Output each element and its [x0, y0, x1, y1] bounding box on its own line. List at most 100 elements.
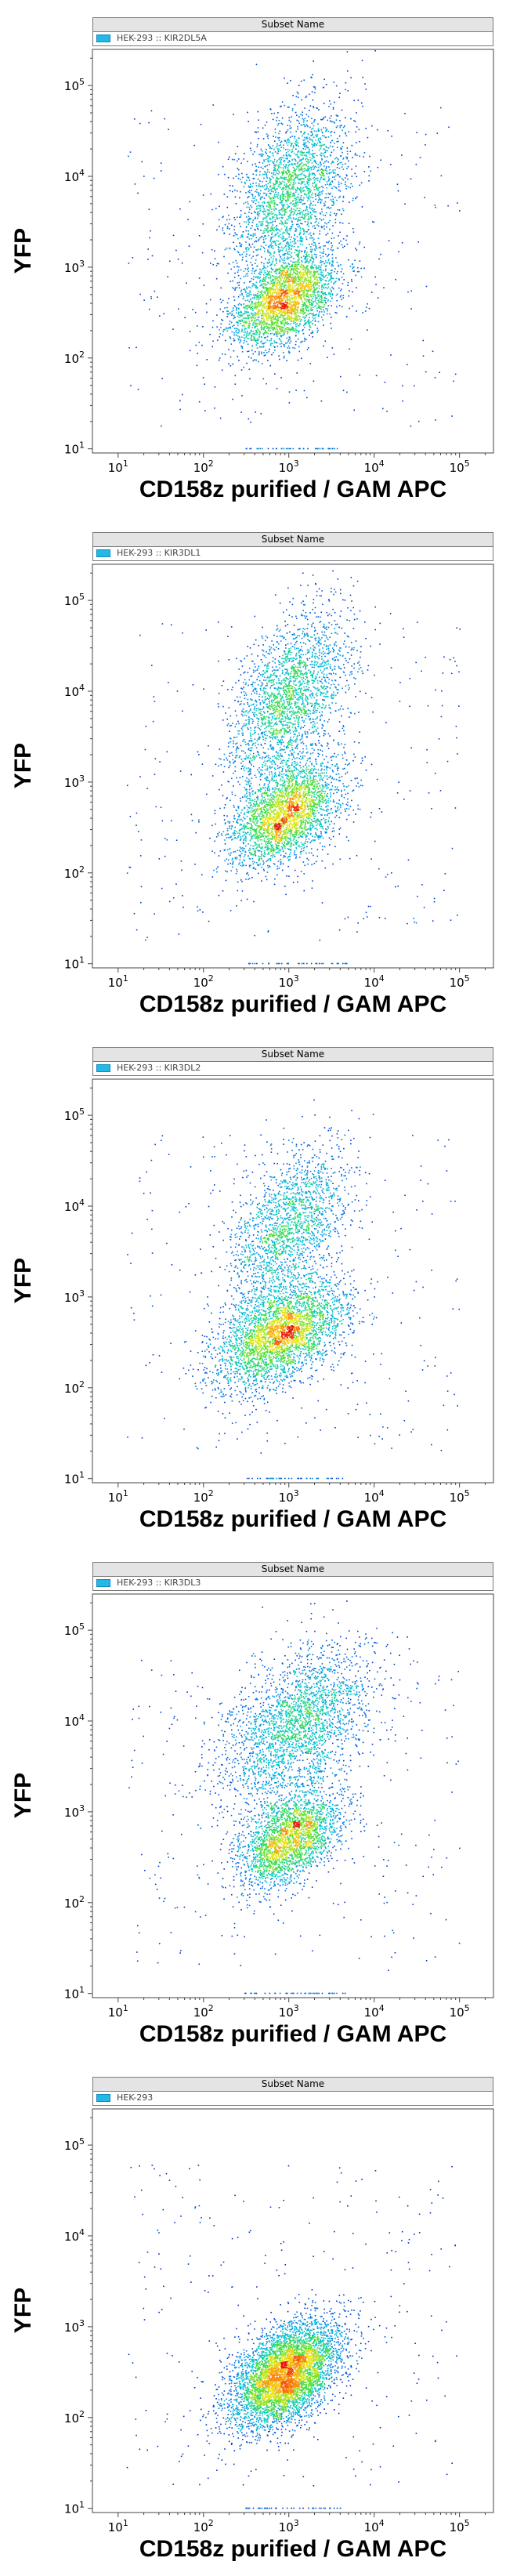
data-point: [280, 286, 281, 288]
data-point: [285, 154, 287, 156]
data-point: [330, 317, 332, 318]
data-point: [320, 213, 322, 215]
data-point: [278, 250, 280, 252]
data-point: [251, 312, 252, 314]
data-point: [243, 337, 245, 339]
data-point: [302, 124, 305, 125]
data-point: [305, 278, 307, 280]
data-point: [297, 164, 299, 166]
data-point: [318, 291, 320, 293]
data-point: [302, 118, 304, 120]
data-point: [268, 156, 270, 158]
data-point: [322, 226, 323, 228]
data-point: [241, 351, 244, 353]
data-point: [349, 348, 350, 350]
data-point: [291, 195, 294, 197]
data-point: [250, 309, 252, 310]
data-point: [276, 387, 278, 389]
data-point: [321, 296, 323, 299]
data-point: [248, 327, 250, 329]
data-point: [323, 303, 326, 306]
data-point: [280, 220, 282, 222]
data-point: [252, 314, 254, 317]
data-point: [324, 161, 326, 163]
data-point: [233, 324, 235, 326]
data-point: [268, 259, 269, 261]
data-point: [333, 121, 334, 123]
data-point: [332, 288, 334, 289]
data-point: [255, 285, 258, 287]
data-point: [329, 100, 331, 102]
data-point: [309, 267, 312, 269]
data-point: [345, 188, 347, 190]
data-point: [304, 216, 306, 217]
data-point: [348, 295, 350, 297]
data-point: [299, 188, 301, 190]
data-point: [266, 292, 269, 294]
data-point: [275, 208, 276, 209]
data-point: [293, 268, 295, 270]
data-point: [313, 270, 315, 273]
data-point: [342, 283, 344, 284]
data-point: [315, 288, 317, 290]
data-point: [287, 106, 289, 108]
data-point: [264, 354, 266, 356]
data-point: [295, 230, 296, 232]
data-point: [311, 237, 313, 239]
data-point: [311, 77, 313, 79]
data-point: [326, 172, 327, 174]
data-point: [390, 164, 392, 165]
data-point: [263, 208, 265, 210]
data-point: [251, 336, 252, 339]
data-point: [259, 302, 261, 303]
data-point: [341, 268, 343, 270]
data-point: [276, 218, 278, 220]
data-point: [284, 267, 286, 270]
data-point: [239, 311, 241, 313]
data-point: [305, 236, 307, 238]
data-point: [283, 283, 285, 285]
data-point: [319, 252, 321, 253]
data-point: [266, 274, 267, 276]
data-point: [248, 338, 250, 339]
data-point: [257, 240, 259, 241]
data-point: [322, 118, 324, 120]
data-point: [309, 317, 310, 319]
data-point: [341, 244, 343, 246]
data-point: [240, 244, 243, 245]
data-point: [327, 305, 330, 306]
data-point: [339, 120, 341, 121]
data-point: [322, 169, 323, 172]
data-point: [302, 264, 305, 266]
data-point: [288, 236, 290, 238]
data-point: [300, 166, 302, 168]
data-point: [245, 241, 247, 243]
data-point: [278, 310, 280, 312]
data-point: [306, 183, 309, 185]
data-point: [238, 158, 240, 160]
data-point: [289, 127, 291, 129]
data-point: [293, 270, 295, 271]
data-point: [269, 255, 271, 256]
data-point: [230, 312, 232, 314]
data-point: [273, 352, 274, 353]
data-point: [277, 165, 279, 166]
data-point: [262, 307, 264, 309]
data-point: [289, 284, 291, 285]
data-point: [276, 286, 278, 288]
data-point: [269, 205, 270, 207]
data-point: [311, 243, 313, 245]
data-point: [308, 184, 310, 186]
data-point: [334, 101, 335, 103]
data-point: [341, 288, 342, 290]
data-point: [317, 293, 319, 295]
data-point: [358, 129, 360, 131]
data-point: [281, 210, 284, 212]
data-point: [314, 272, 316, 274]
data-point: [266, 274, 269, 276]
data-point: [323, 152, 326, 154]
data-point: [307, 151, 309, 153]
data-point: [271, 261, 273, 263]
data-point: [294, 347, 296, 350]
data-point: [252, 267, 254, 270]
